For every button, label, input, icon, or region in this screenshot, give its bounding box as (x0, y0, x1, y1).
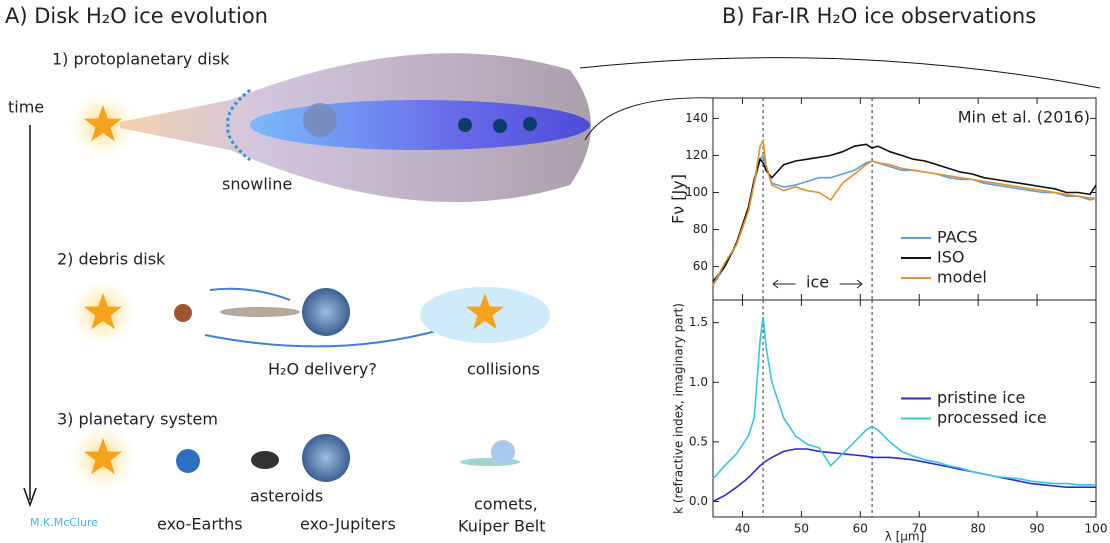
comet (491, 440, 515, 464)
x-tick-label: 60 (853, 522, 868, 536)
pebble (493, 119, 507, 133)
label: exo-Earths (157, 515, 243, 534)
y-axis-label: Fν [Jy] (669, 174, 688, 224)
legend-label: processed ice (937, 408, 1047, 427)
credit: M.K.McClure (30, 516, 98, 529)
label: time (8, 98, 44, 117)
label: Kuiper Belt (458, 517, 545, 536)
figure: A) Disk H₂O ice evolution B) Far-IR H₂O … (0, 0, 1110, 543)
pebble (458, 118, 472, 132)
label: snowline (222, 175, 292, 194)
x-tick-label: 50 (794, 522, 809, 536)
label: asteroids (250, 487, 323, 506)
x-tick-label: 90 (1029, 522, 1044, 536)
series-line (713, 144, 1096, 281)
y-tick-label: 100 (685, 185, 708, 199)
label: H₂O delivery? (268, 360, 377, 379)
zoom-lines (580, 58, 1100, 140)
asteroid (251, 451, 279, 469)
label: exo-Jupiters (300, 515, 396, 534)
y-tick-label: 1.0 (689, 375, 708, 389)
label: comets, (474, 495, 538, 514)
y-tick-label: 60 (693, 259, 708, 273)
x-tick-label: 100 (1085, 522, 1108, 536)
y-tick-label: 140 (685, 111, 708, 125)
jupiter (302, 288, 350, 336)
legend-label: model (937, 268, 987, 287)
x-tick-label: 80 (971, 522, 986, 536)
y-tick-label: 1.5 (689, 315, 708, 329)
illustration: A) Disk H₂O ice evolution B) Far-IR H₂O … (5, 4, 1100, 536)
pebble (303, 103, 337, 137)
disk-midplane (250, 100, 590, 150)
debris (220, 307, 300, 317)
y-tick-label: 80 (693, 222, 708, 236)
pebble (523, 117, 537, 131)
jupiter (302, 434, 350, 482)
label: 2) debris disk (57, 250, 166, 269)
legend-label: pristine ice (937, 388, 1025, 407)
legend-label: PACS (937, 228, 978, 247)
series-line (713, 449, 1096, 502)
label: 1) protoplanetary disk (52, 50, 230, 69)
x-axis-label: λ [μm] (885, 530, 925, 543)
exo-earth (176, 449, 200, 473)
y-axis-label: k (refractive index, imaginary part) (672, 303, 686, 514)
y-tick-label: 120 (685, 148, 708, 162)
plot-frame (713, 98, 1096, 517)
series-line (713, 141, 1096, 286)
label: 3) planetary system (57, 410, 218, 429)
panel-title: B) Far-IR H₂O ice observations (722, 4, 1036, 28)
ice-label: ice (806, 273, 829, 292)
arrow (210, 289, 290, 300)
y-tick-label: 0.5 (689, 434, 708, 448)
planet (174, 304, 192, 322)
legend-label: ISO (937, 248, 964, 267)
y-tick-label: 0.0 (689, 494, 708, 508)
panel-title: A) Disk H₂O ice evolution (5, 4, 268, 28)
annotation: Min et al. (2016) (958, 108, 1090, 127)
label: collisions (467, 360, 540, 379)
x-tick-label: 40 (735, 522, 750, 536)
